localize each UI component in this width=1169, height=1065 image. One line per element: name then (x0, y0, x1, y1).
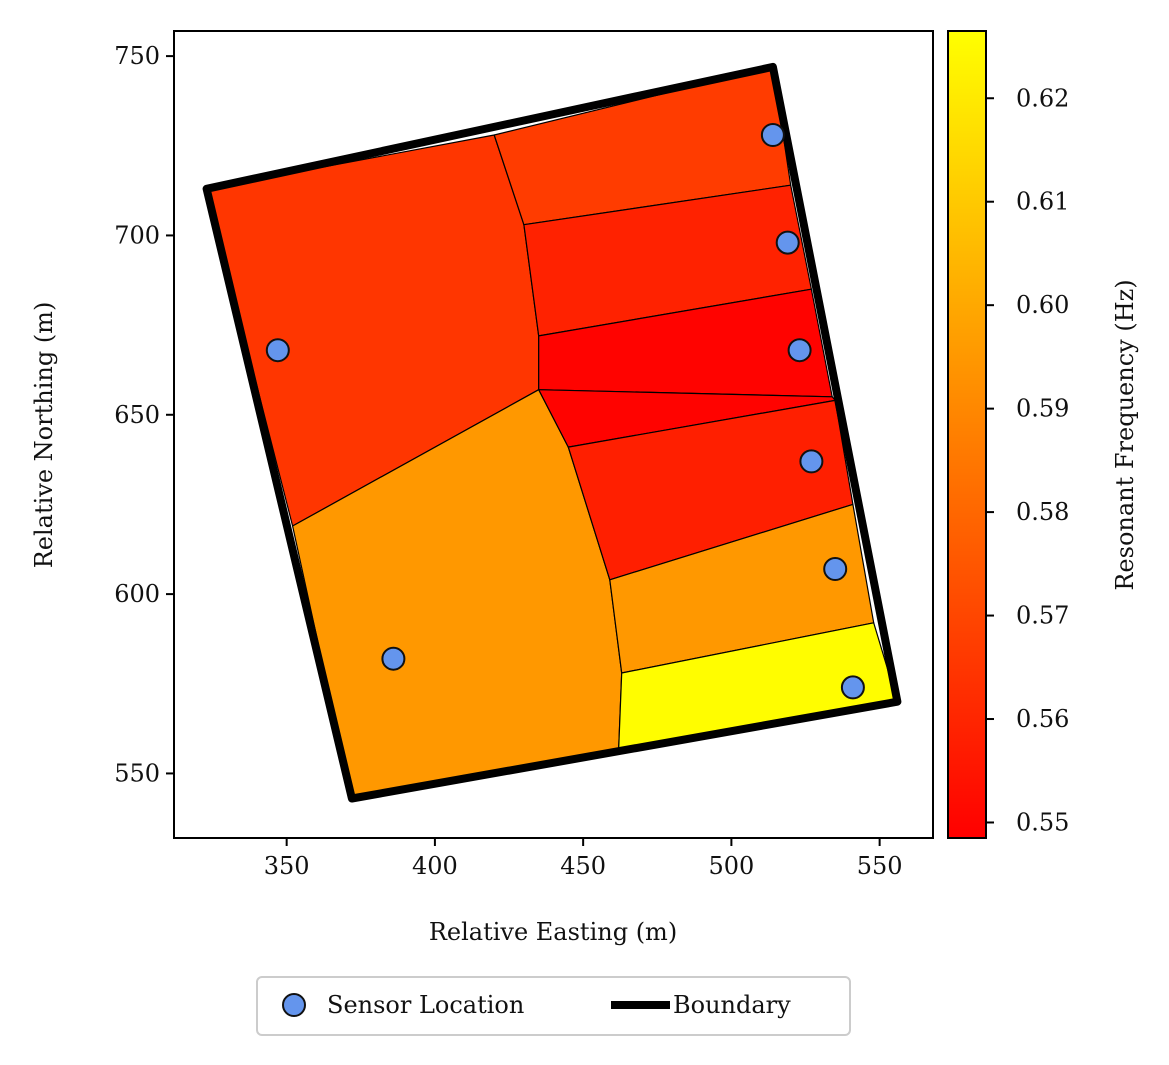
colorbar-tick-label: 0.58 (1016, 498, 1069, 526)
sensor-point-4 (799, 449, 824, 474)
sensor-point-3 (787, 338, 812, 363)
x-axis: 350 400 450 500 550 (264, 838, 903, 880)
colorbar-tick-label: 0.56 (1016, 705, 1069, 733)
y-tick-label: 550 (114, 759, 160, 787)
sensor-point-8 (381, 646, 406, 671)
colorbar-tick-label: 0.60 (1016, 291, 1069, 319)
sensor-point-6 (840, 675, 865, 700)
colorbar-ticks: 0.55 0.56 0.57 0.58 0.59 0.60 0.61 0.62 (986, 84, 1069, 836)
x-tick-label: 350 (264, 852, 310, 880)
colorbar: 0.55 0.56 0.57 0.58 0.59 0.60 0.61 0.62 Resonan… (947, 30, 1139, 839)
x-tick-label: 550 (857, 852, 903, 880)
y-tick-label: 650 (114, 401, 160, 429)
cell-layer (206, 66, 899, 800)
sensor-point-2 (775, 230, 800, 255)
plot-area (173, 30, 934, 839)
y-axis-label: Relative Northing (m) (30, 302, 58, 569)
y-tick-label: 700 (114, 221, 160, 249)
colorbar-gradient (947, 30, 987, 839)
colorbar-label: Resonant Frequency (Hz) (1111, 279, 1139, 590)
colorbar-tick-label: 0.59 (1016, 395, 1069, 423)
legend: Sensor Location Boundary (256, 976, 851, 1036)
colorbar-tick-label: 0.57 (1016, 602, 1069, 630)
sensor-point-7 (265, 338, 290, 363)
y-tick-label: 600 (114, 580, 160, 608)
legend-sensor-marker (282, 993, 306, 1017)
y-axis: 550 600 650 700 750 (114, 42, 174, 787)
colorbar-tick-label: 0.61 (1016, 188, 1069, 216)
boundary-layer (202, 62, 902, 803)
x-axis-label: Relative Easting (m) (429, 918, 677, 946)
x-tick-label: 500 (708, 852, 754, 880)
plot-frame (173, 30, 934, 839)
legend-boundary-label: Boundary (673, 991, 791, 1019)
legend-sensor-label: Sensor Location (327, 991, 524, 1019)
x-tick-label: 400 (412, 852, 458, 880)
sensor-layer (265, 123, 865, 700)
colorbar-tick-label: 0.55 (1016, 808, 1069, 836)
colorbar-tick-label: 0.62 (1016, 84, 1069, 112)
x-tick-label: 450 (560, 852, 606, 880)
sensor-point-1 (760, 123, 785, 147)
sensor-point-5 (823, 557, 848, 581)
legend-frame (256, 976, 851, 1036)
boundary-line (202, 62, 902, 803)
y-tick-label: 750 (114, 42, 160, 70)
